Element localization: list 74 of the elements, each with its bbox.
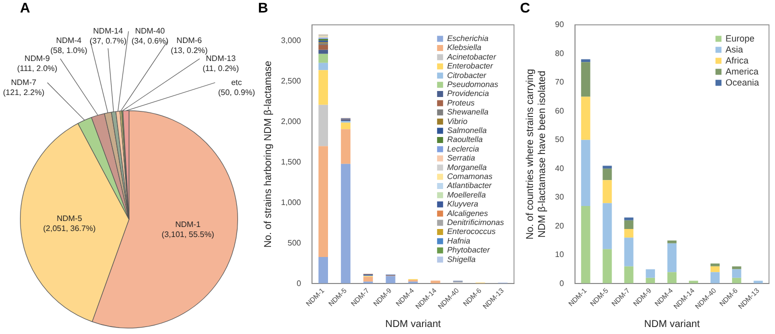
data-label: (34, 0.6%) [132, 36, 169, 46]
x-axis-title: NDM variant [644, 318, 700, 330]
legend-label: Shewanella [447, 108, 490, 117]
y-tick-label: 70 [554, 78, 564, 87]
y-tick-label: 3,000 [280, 36, 302, 46]
slice-label: NDM-7 [11, 78, 37, 87]
legend-label: Citrobacter [447, 70, 487, 80]
data-label: (111, 2.0%) [17, 64, 58, 73]
legend-label: Leclercia [447, 144, 480, 154]
legend-label: Serratia [447, 154, 476, 163]
chart-title: C [520, 0, 530, 16]
legend-label: Klebsiella [447, 43, 482, 52]
y-tick-label: 1,000 [280, 198, 302, 207]
slice-label: NDM-9 [24, 54, 50, 63]
data-label: (3,101, 55.5%) [162, 230, 214, 239]
y-tick-label: 80 [554, 48, 564, 58]
legend-label: Raoultella [447, 135, 484, 144]
legend-label: Kluyvera [447, 200, 479, 209]
legend-label: Europe [725, 33, 755, 44]
y-tick-label: 40 [554, 164, 564, 173]
legend-label: Denitrificimonas [447, 218, 504, 228]
data-label: (37, 0.7%) [90, 36, 127, 46]
legend-label: Phytobacter [447, 246, 490, 255]
y-tick-label: 10 [554, 250, 564, 260]
legend-label: Providencia [447, 89, 490, 98]
legend-label: Pseudomonas [447, 80, 498, 90]
legend-label: Moellerella [447, 190, 486, 200]
data-label: (2,051, 36.7%) [43, 224, 96, 233]
slice-label: NDM-13 [206, 54, 236, 63]
legend-label: Hafnia [447, 236, 471, 246]
slice-label: NDM-5 [56, 214, 83, 223]
legend-label: Morganella [447, 162, 488, 172]
y-axis-title: No. of strains harboring NDM β-lactamase [262, 60, 274, 248]
legend-label: Escherichia [447, 34, 489, 44]
legend-label: Asia [725, 44, 743, 54]
y-tick-label: 50 [554, 135, 564, 144]
legend-label: Alcaligenes [446, 208, 488, 218]
legend-label: Salmonella [447, 126, 488, 136]
slice-label: NDM-4 [56, 36, 82, 46]
x-axis-title: NDM variant [385, 318, 442, 330]
y-tick-label: 0 [559, 278, 564, 288]
y-tick-label: 60 [554, 106, 564, 116]
data-label: (58, 1.0%) [50, 46, 88, 56]
legend-label: Acinetobacter [446, 52, 496, 62]
legend-label: Oceania [725, 77, 760, 88]
data-label: (11, 0.2%) [202, 64, 240, 73]
legend-label: Enterobacter [447, 62, 494, 71]
slice-label: NDM-6 [176, 36, 202, 46]
legend-label: America [725, 66, 758, 76]
y-tick-label: 2,500 [280, 76, 302, 86]
y-tick-label: 1,500 [280, 158, 302, 167]
legend-label: Enterococcus [447, 227, 496, 236]
y-tick-label: 90 [554, 20, 564, 30]
chart-title: A [20, 0, 30, 16]
y-tick-label: 2,000 [280, 117, 302, 126]
slice-label: NDM-14 [93, 26, 124, 36]
legend-label: Atlantibacter [446, 181, 492, 190]
data-label: (50, 0.9%) [218, 88, 256, 97]
chart-title: B [258, 0, 268, 16]
data-label: (13, 0.2%) [170, 46, 208, 56]
y-tick-label: 500 [288, 238, 302, 248]
legend-label: Africa [725, 55, 748, 66]
slice-label: etc [231, 78, 242, 87]
y-axis-title: No. of countries where strains carrying NDM β-lactamase have been isolated [524, 68, 548, 240]
legend-label: Proteus [447, 98, 475, 108]
legend-label: Shigella [447, 254, 476, 264]
legend-label: Vibrio [447, 116, 468, 126]
y-tick-label: 30 [554, 192, 564, 202]
legend-label: Comamonas [447, 172, 492, 182]
y-tick-label: 0 [296, 278, 302, 288]
slice-label: NDM-40 [135, 26, 166, 36]
y-tick-label: 20 [554, 221, 564, 230]
data-label: (121, 2.2%) [3, 88, 45, 97]
slice-label: NDM-1 [175, 220, 202, 229]
